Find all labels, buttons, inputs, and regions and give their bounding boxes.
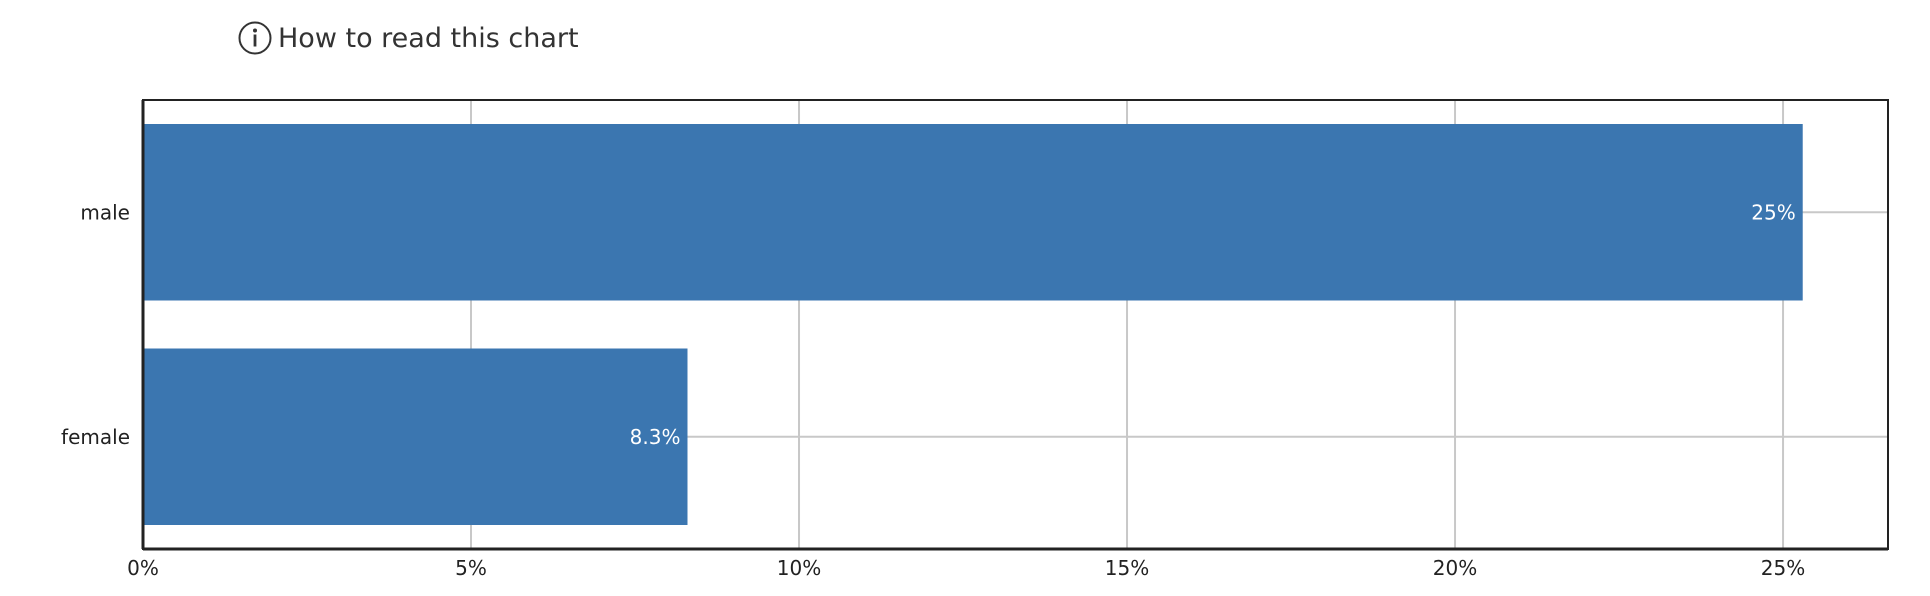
- category-label-female: female: [61, 425, 130, 449]
- how-to-read-label: How to read this chart: [278, 22, 579, 54]
- x-tick-label-1: 5%: [455, 556, 487, 580]
- x-tick-label-0: 0%: [127, 556, 159, 580]
- x-tick-label-3: 15%: [1105, 556, 1149, 580]
- labels: 25% male 8.3% female 0% 5% 10% 15% 20% 25%: [61, 200, 1805, 580]
- bars: [143, 124, 1803, 525]
- info-icon: [238, 21, 272, 55]
- data-label-female: 8.3%: [630, 425, 681, 449]
- bar-male: [143, 124, 1803, 301]
- how-to-read-link[interactable]: How to read this chart: [238, 18, 579, 58]
- bar-female: [143, 348, 688, 525]
- axes: [141, 99, 1889, 551]
- data-label-male: 25%: [1751, 200, 1795, 224]
- x-tick-label-5: 25%: [1761, 556, 1805, 580]
- category-label-male: male: [80, 200, 130, 224]
- x-tick-label-2: 10%: [777, 556, 821, 580]
- x-tick-label-4: 20%: [1433, 556, 1477, 580]
